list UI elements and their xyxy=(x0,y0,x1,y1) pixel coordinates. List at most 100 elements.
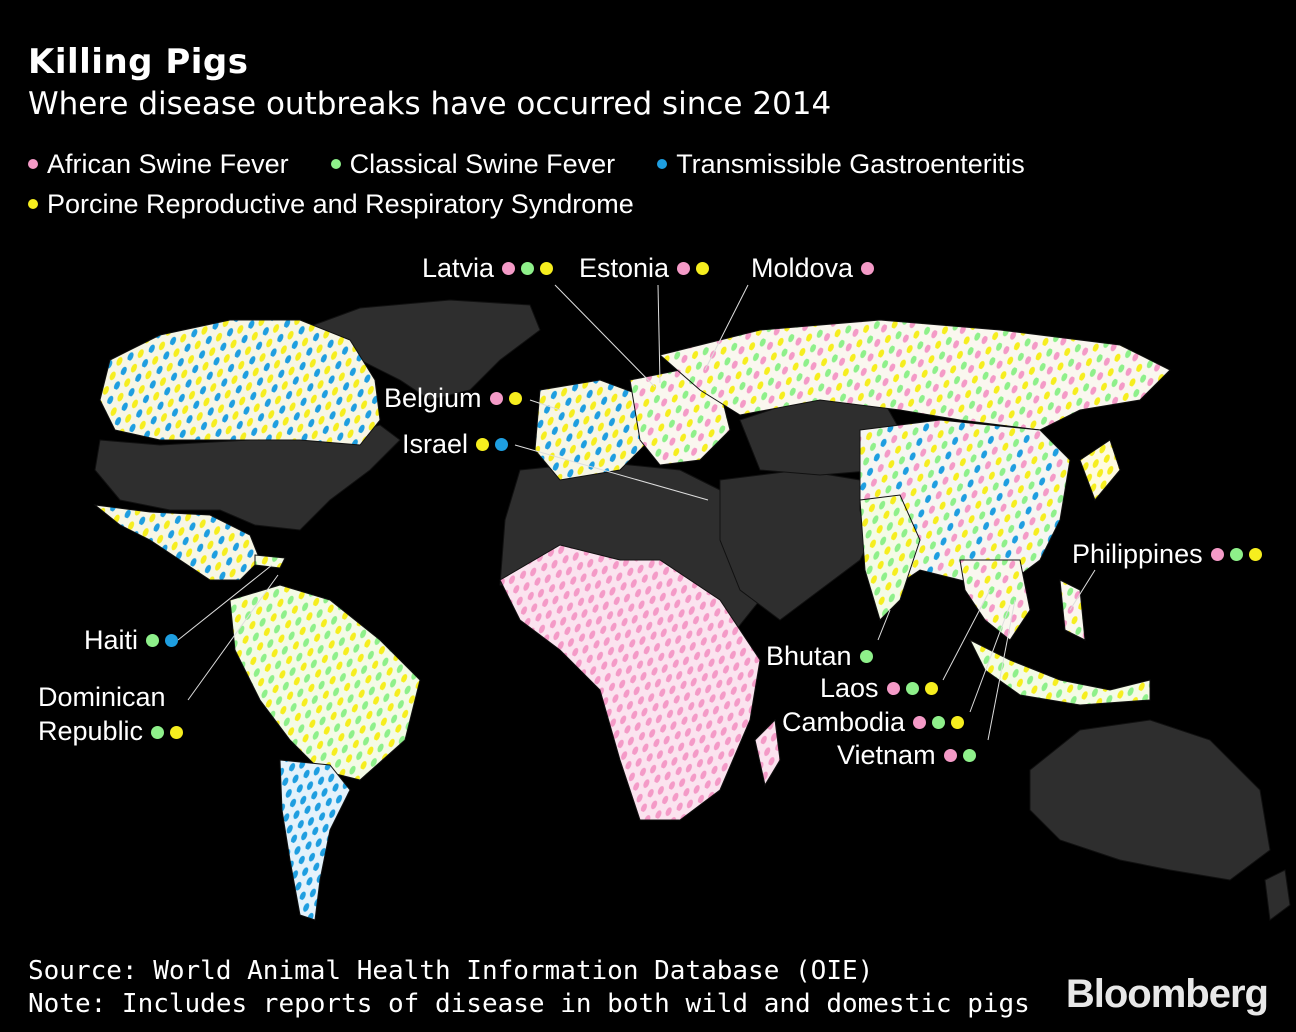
callout-label: Moldova xyxy=(751,253,854,283)
disease-dot-asf xyxy=(913,716,927,729)
callout-label: Vietnam xyxy=(837,740,936,770)
disease-dot-tge xyxy=(495,438,509,451)
callout-leader-lines xyxy=(177,284,1096,741)
callout-dots xyxy=(151,726,184,740)
disease-dot-csf xyxy=(962,749,976,762)
callout-label: Estonia xyxy=(579,253,670,283)
footnote: Note: Includes reports of disease in bot… xyxy=(28,989,1030,1019)
land-outbreaks xyxy=(93,319,1171,921)
disease-dot-csf xyxy=(521,262,535,275)
callout-label: Dominican xyxy=(38,682,166,712)
disease-dot-csf xyxy=(932,716,946,729)
source-note: Source: World Animal Health Information … xyxy=(28,956,874,986)
disease-dot-csf xyxy=(1229,548,1243,561)
disease-dot-asf xyxy=(886,682,900,695)
callout-dots xyxy=(859,650,873,663)
legend-dot-asf xyxy=(28,159,38,169)
disease-dot-prrs xyxy=(951,716,965,729)
callout-dots xyxy=(886,682,938,695)
callout-cambodia: Cambodia xyxy=(782,707,965,738)
disease-dot-prrs xyxy=(508,392,522,405)
japan xyxy=(1079,439,1121,501)
disease-dot-prrs xyxy=(476,438,490,451)
arabia-iran xyxy=(719,469,881,621)
disease-dot-csf xyxy=(146,634,160,647)
disease-dot-csf xyxy=(859,650,873,663)
india xyxy=(859,494,921,621)
callout-dots xyxy=(489,392,522,405)
sub-saharan-africa xyxy=(499,544,761,821)
disease-dot-prrs xyxy=(170,726,184,740)
mexico-central-america xyxy=(93,504,261,581)
southeast-asia xyxy=(959,559,1031,641)
callout-label: Cambodia xyxy=(782,707,906,737)
legend-item-prrs: Porcine Reproductive and Respiratory Syn… xyxy=(28,189,634,220)
callout-dots xyxy=(943,749,976,762)
legend-label: Transmissible Gastroenteritis xyxy=(676,148,1025,179)
callout-bhutan: Bhutan xyxy=(766,641,873,672)
callout-dots xyxy=(861,262,875,275)
legend-dot-prrs xyxy=(28,199,38,209)
callout-label: Belgium xyxy=(384,383,482,413)
legend: African Swine Fever Classical Swine Feve… xyxy=(28,144,1228,224)
madagascar xyxy=(754,718,781,787)
callout-belgium: Belgium xyxy=(384,383,522,414)
legend-item-csf: Classical Swine Fever xyxy=(330,148,616,180)
callout-label: Republic xyxy=(38,716,144,746)
callout-dots xyxy=(502,262,554,275)
callout-dots xyxy=(146,634,179,647)
legend-item-tge: Transmissible Gastroenteritis xyxy=(657,149,1025,180)
australia xyxy=(1029,719,1271,881)
disease-dot-prrs xyxy=(1248,548,1262,561)
callout-latvia: Latvia xyxy=(422,253,554,284)
legend-dot-tge xyxy=(657,159,668,169)
legend-dot-csf xyxy=(330,159,341,169)
south-america-north xyxy=(229,584,421,781)
west-europe xyxy=(534,379,651,481)
disease-dot-asf xyxy=(1210,548,1224,561)
legend-label: African Swine Fever xyxy=(47,148,289,179)
disease-dot-prrs xyxy=(540,262,554,275)
south-america-south xyxy=(279,759,351,921)
footer: Source: World Animal Health Information … xyxy=(28,955,1030,1021)
callout-laos: Laos xyxy=(820,673,938,704)
disease-dot-asf xyxy=(861,262,875,275)
legend-label: Porcine Reproductive and Respiratory Syn… xyxy=(47,188,634,219)
callout-haiti: Haiti xyxy=(84,625,179,656)
indonesia xyxy=(968,638,1151,706)
callout-dots xyxy=(1210,548,1262,561)
new-zealand xyxy=(1264,869,1291,921)
disease-dot-asf xyxy=(502,262,516,275)
callout-dots xyxy=(677,262,710,275)
disease-dot-asf xyxy=(943,749,957,762)
disease-dot-prrs xyxy=(696,262,710,275)
philippines xyxy=(1059,579,1086,641)
callout-vietnam: Vietnam xyxy=(837,740,976,771)
callout-israel: Israel xyxy=(402,429,509,460)
legend-item-asf: African Swine Fever xyxy=(28,149,289,180)
russia xyxy=(658,319,1171,431)
callout-label: Philippines xyxy=(1072,539,1203,569)
canada-alaska xyxy=(99,319,381,446)
bloomberg-logo: Bloomberg xyxy=(1065,972,1269,1016)
callout-philippines: Philippines xyxy=(1072,539,1262,570)
callout-dots xyxy=(913,716,965,729)
disease-dot-prrs xyxy=(924,682,938,695)
chart-subtitle: Where disease outbreaks have occurred si… xyxy=(28,86,832,122)
callout-label: Israel xyxy=(402,429,469,459)
callout-label: Latvia xyxy=(422,253,495,283)
callout-dominican-republic: Dominican Republic xyxy=(38,680,184,748)
legend-label: Classical Swine Fever xyxy=(349,148,616,179)
callout-estonia: Estonia xyxy=(579,253,710,284)
callout-label: Haiti xyxy=(84,625,139,655)
callout-dots xyxy=(476,438,509,451)
disease-dot-csf xyxy=(151,726,165,740)
callout-moldova: Moldova xyxy=(751,253,875,284)
disease-dot-asf xyxy=(489,392,503,405)
callout-label: Bhutan xyxy=(766,641,852,671)
disease-dot-csf xyxy=(905,682,919,695)
disease-dot-asf xyxy=(677,262,691,275)
caribbean-haiti xyxy=(254,554,286,569)
disease-dot-tge xyxy=(165,634,179,647)
